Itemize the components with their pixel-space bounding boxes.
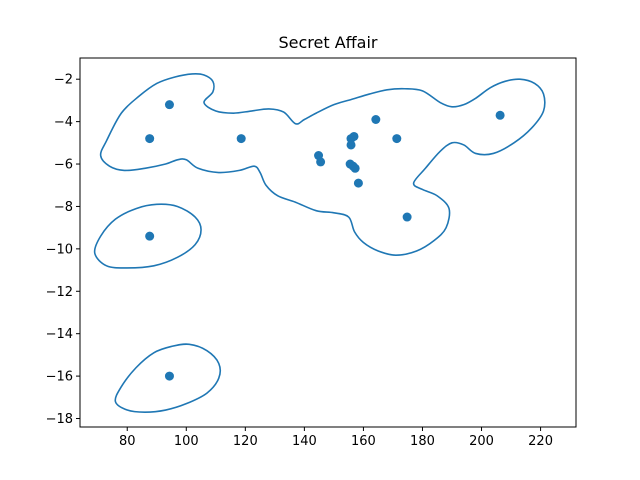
y-axis: −2 −4 −6 −8 −10 −12 −14 −16 −18	[46, 73, 80, 427]
contour-line-3	[114, 343, 222, 413]
scatter-point-5	[164, 371, 174, 381]
scatter-point-16	[392, 134, 402, 144]
plot-frame	[79, 57, 577, 428]
x-tick-label: 120	[233, 434, 258, 449]
scatter-point-14	[353, 178, 363, 188]
y-tick-label: −6	[54, 158, 73, 173]
y-tick-label: −10	[46, 242, 73, 257]
x-tick-label: 100	[174, 434, 199, 449]
scatter-point-13	[350, 163, 360, 173]
y-tick-label: −2	[54, 73, 73, 88]
y-tick-label: −16	[46, 370, 73, 385]
scatter-point-10	[346, 140, 356, 150]
y-tick-label: −12	[46, 285, 73, 300]
x-tick-label: 140	[292, 434, 317, 449]
chart-title: Secret Affair	[278, 33, 377, 52]
scatter-point-17	[402, 212, 412, 222]
scatter-point-15	[371, 115, 381, 124]
scatter-point-2	[145, 134, 155, 144]
scatter-point-7	[316, 157, 326, 167]
point-layer	[145, 100, 505, 381]
x-tick-label: 200	[469, 434, 494, 449]
contour-layer	[93, 72, 546, 413]
x-tick-label: 160	[351, 434, 376, 449]
x-tick-label: 180	[410, 434, 435, 449]
scatter-point-18	[495, 110, 505, 120]
scatter-point-3	[236, 134, 246, 144]
scatter-point-1	[164, 100, 174, 110]
scatter-point-4	[145, 231, 155, 241]
scatter-point-9	[349, 131, 359, 141]
x-axis: 80 100 120 140 160 180 200 220	[119, 427, 553, 449]
y-tick-label: −8	[54, 200, 73, 215]
contour-line-1	[99, 72, 546, 257]
contour-line-2	[93, 203, 202, 269]
x-tick-label: 220	[528, 434, 553, 449]
y-tick-label: −14	[46, 327, 73, 342]
y-tick-label: −4	[54, 115, 73, 130]
x-tick-label: 80	[119, 434, 136, 449]
y-tick-label: −18	[46, 412, 73, 427]
